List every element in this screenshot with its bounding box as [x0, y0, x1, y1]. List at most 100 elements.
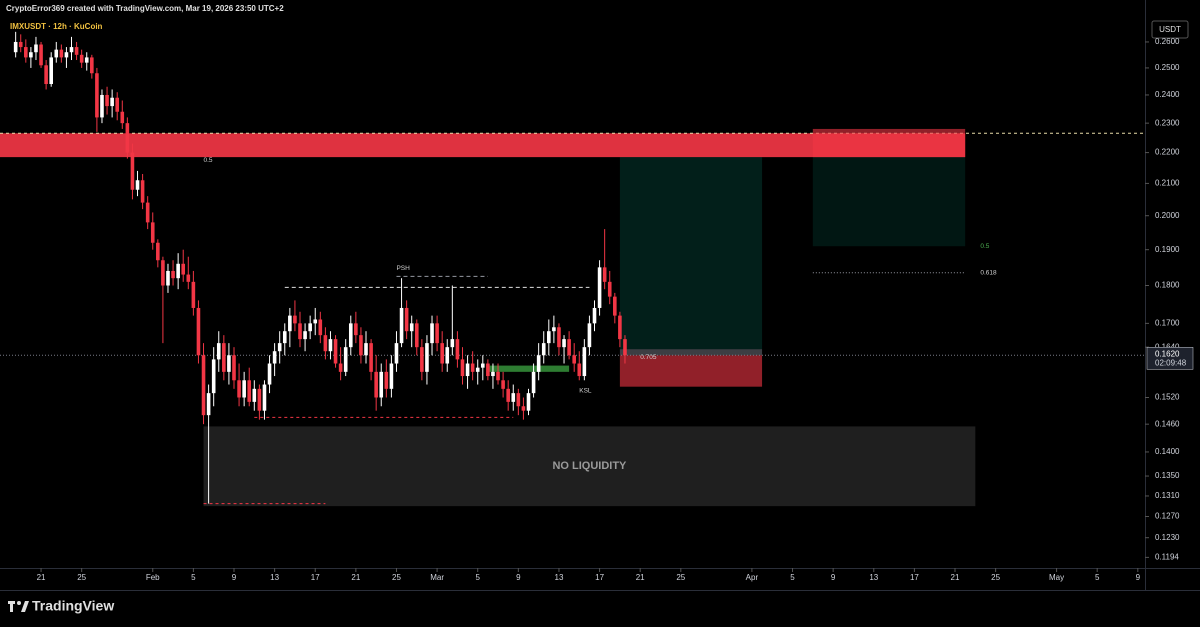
candle-body — [247, 380, 252, 402]
y-tick-label: 0.1230 — [1155, 533, 1180, 542]
x-tick-label: 21 — [951, 573, 960, 582]
candle-body — [343, 347, 348, 372]
candle-body — [277, 343, 282, 352]
candle-body — [577, 363, 582, 377]
candle-body — [176, 263, 180, 279]
x-tick-label: 9 — [831, 573, 836, 582]
candle-body — [506, 388, 510, 402]
candle-body — [186, 274, 191, 282]
candle-body — [145, 202, 150, 223]
candle-body — [547, 331, 551, 344]
x-tick-label: 25 — [991, 573, 1000, 582]
annotation-label: PSH — [396, 265, 410, 272]
x-tick-label: 9 — [1136, 573, 1141, 582]
y-tick-label: 0.2200 — [1155, 148, 1180, 157]
y-tick-label: 0.1270 — [1155, 512, 1180, 521]
x-tick-label: Mar — [430, 573, 444, 582]
candle-body — [486, 363, 490, 377]
annotation-label: KSL — [579, 388, 592, 395]
zone-label: NO LIQUIDITY — [552, 460, 627, 472]
zone — [0, 133, 966, 158]
annotation-label: 0.5 — [980, 243, 989, 250]
candle-body — [298, 323, 302, 340]
x-tick-label: Feb — [146, 573, 160, 582]
candle-body — [440, 343, 444, 364]
logo-part — [10, 601, 13, 612]
candle-body — [74, 47, 79, 55]
candle-body — [480, 363, 485, 368]
zone — [487, 365, 570, 372]
candle-body — [166, 270, 170, 286]
candle-body — [511, 393, 516, 402]
candle-body — [602, 267, 607, 282]
candle-body — [475, 367, 480, 372]
candle-body — [181, 263, 186, 275]
candle-body — [216, 343, 221, 360]
candle-body — [191, 281, 196, 308]
y-tick-label: 0.1640 — [1155, 342, 1180, 351]
candle-body — [267, 363, 272, 385]
candle-body — [130, 152, 135, 190]
candle-body — [201, 355, 206, 416]
currency: USDT — [1159, 25, 1181, 34]
brand: TradingView — [32, 598, 114, 614]
candle-body — [308, 323, 312, 332]
x-tick-label: 5 — [191, 573, 196, 582]
candle-body — [120, 111, 125, 124]
candle-body — [54, 49, 59, 58]
y-tick-label: 0.1350 — [1155, 471, 1180, 480]
annotation-label: 0.618 — [980, 269, 997, 276]
candle-body — [501, 380, 505, 389]
candle-body — [318, 319, 323, 336]
candle-body — [450, 339, 455, 348]
x-tick-label: 25 — [392, 573, 401, 582]
x-tick-label: 13 — [555, 573, 564, 582]
x-tick-label: 17 — [311, 573, 320, 582]
candle-body — [425, 343, 429, 372]
y-tick-label: 0.1194 — [1155, 552, 1179, 561]
candle-body — [389, 363, 394, 389]
x-tick-label: 21 — [37, 573, 46, 582]
x-tick-label: 17 — [595, 573, 604, 582]
x-tick-label: 13 — [869, 573, 878, 582]
x-tick-label: 5 — [1095, 573, 1100, 582]
candle-body — [303, 331, 307, 340]
x-tick-label: 9 — [232, 573, 237, 582]
candle-body — [140, 180, 145, 203]
candle-body — [272, 351, 277, 364]
candle-body — [552, 327, 556, 332]
candle-body — [227, 355, 231, 372]
candle-body — [455, 339, 460, 360]
candle-body — [496, 371, 500, 381]
candle-body — [404, 307, 409, 332]
y-tick-label: 0.1700 — [1155, 318, 1180, 327]
candle-body — [156, 242, 160, 261]
candle-body — [39, 44, 43, 66]
candle-body — [384, 371, 389, 389]
candle-body — [379, 371, 384, 398]
candle-body — [282, 331, 287, 344]
y-tick-label: 0.1900 — [1155, 245, 1180, 254]
y-tick-label: 0.2000 — [1155, 211, 1180, 220]
currency-box — [1151, 20, 1189, 39]
y-tick-label: 0.2400 — [1155, 90, 1180, 99]
candle-body — [237, 380, 241, 398]
zone — [619, 349, 763, 356]
zone — [619, 157, 763, 350]
candle-body — [211, 359, 216, 394]
candle-body — [222, 343, 226, 372]
candle-body — [587, 323, 592, 348]
candle-body — [115, 97, 120, 112]
candle-body — [430, 323, 434, 344]
candle-body — [49, 57, 53, 85]
x-tick-label: 13 — [270, 573, 279, 582]
candle-body — [24, 47, 28, 58]
candle-body — [232, 355, 236, 381]
candle-body — [110, 97, 114, 107]
candle-body — [491, 371, 495, 377]
candle-body — [374, 371, 378, 398]
candle-body — [597, 267, 602, 308]
candle-body — [262, 384, 267, 411]
